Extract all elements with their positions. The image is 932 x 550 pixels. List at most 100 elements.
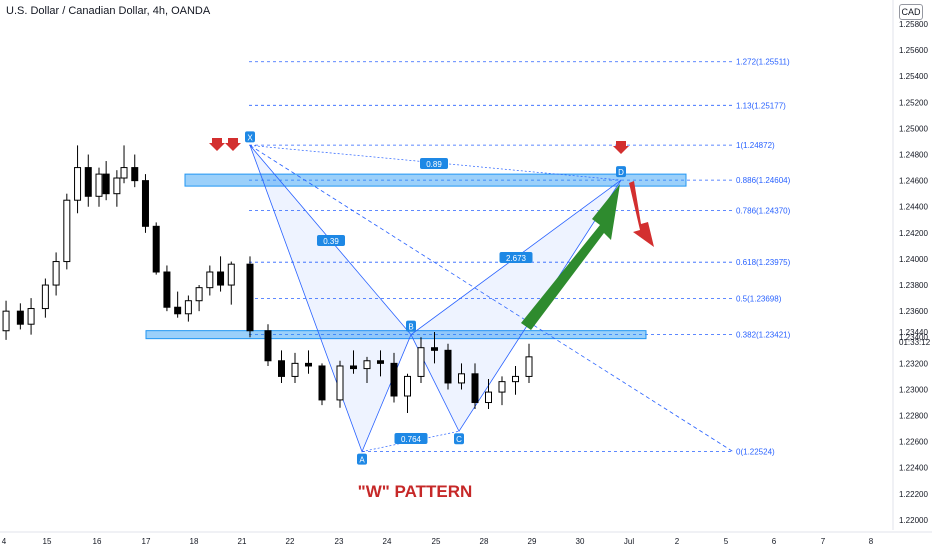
candle-body — [195, 287, 203, 302]
y-tick-label: 1.23200 — [899, 359, 928, 368]
candle-body — [498, 381, 506, 393]
candle-body — [141, 180, 149, 227]
candle-body — [336, 365, 344, 401]
fib-label: 1.272(1.25511) — [736, 58, 790, 67]
candle-body — [27, 308, 35, 325]
x-tick-label: 17 — [142, 537, 151, 546]
y-tick-label: 1.25600 — [899, 46, 928, 55]
y-tick-label: 1.24800 — [899, 151, 928, 160]
pattern-point-c: C — [456, 435, 462, 444]
green-up-arrow — [521, 184, 620, 330]
candle-body — [16, 310, 24, 325]
candle-body — [74, 167, 82, 201]
candle-body — [84, 167, 92, 197]
ratio-label: 2.673 — [506, 254, 527, 263]
candle-body — [131, 167, 139, 182]
fib-label: 0.786(1.24370) — [736, 207, 791, 216]
x-tick-label: 5 — [724, 537, 729, 546]
pattern-annotation: "W" PATTERN — [358, 482, 473, 501]
support-zone — [145, 330, 647, 340]
x-tick-label: 21 — [238, 537, 247, 546]
fib-label: 0(1.22524) — [736, 448, 775, 457]
candle-body — [246, 263, 254, 332]
candle-body — [404, 375, 411, 397]
candle-body — [113, 177, 121, 195]
candle-body — [471, 373, 479, 404]
current-price-label: 1.23440 — [899, 328, 928, 337]
trend-line — [249, 145, 734, 452]
x-tick-label: 8 — [869, 537, 874, 546]
candle-body — [458, 373, 465, 384]
candle-body — [227, 263, 235, 286]
pattern-labels: X A B C D 0.39 0.764 2.673 0.89 — [245, 131, 626, 465]
candle-body — [350, 365, 357, 370]
pattern-point-b-marker — [406, 320, 416, 332]
y-tick-label: 1.22200 — [899, 490, 928, 499]
x-tick-label: 4 — [2, 537, 7, 546]
candles — [2, 145, 533, 413]
y-tick-label: 1.25200 — [899, 98, 928, 107]
candle-body — [102, 173, 110, 195]
arrows — [209, 138, 654, 330]
x-tick-label: 7 — [821, 537, 826, 546]
x-tick-label: 29 — [528, 537, 537, 546]
x-tick-label: Jul — [624, 537, 634, 546]
x-tick-label: 16 — [93, 537, 102, 546]
candle-body — [512, 375, 519, 383]
candle-body — [417, 347, 425, 377]
y-tick-label: 1.24000 — [899, 255, 928, 264]
x-tick-label: 2 — [675, 537, 680, 546]
pattern-point-d-marker — [616, 166, 626, 178]
ratio-badge — [317, 235, 345, 246]
ratio-label: 0.39 — [323, 237, 339, 246]
y-tick-label: 1.23000 — [899, 385, 928, 394]
pattern-point-a: A — [359, 456, 365, 465]
fib-label: 0.618(1.23975) — [736, 258, 791, 267]
y-tick-label: 1.24200 — [899, 229, 928, 238]
x-tick-label: 30 — [576, 537, 585, 546]
x-tick-label: 25 — [432, 537, 441, 546]
y-tick-label: 1.23400 — [899, 333, 928, 342]
resistance-zone — [184, 173, 687, 187]
pattern-point-x-marker — [245, 131, 255, 143]
candle-body — [152, 225, 160, 273]
pattern-point-a-marker — [357, 453, 367, 465]
red-down-arrow — [629, 181, 654, 247]
candle-body — [52, 261, 60, 286]
candle-body — [305, 362, 312, 367]
candle-body — [206, 271, 214, 289]
y-tick-label: 1.24400 — [899, 203, 928, 212]
pattern-point-d: D — [618, 168, 624, 177]
ratio-badge — [420, 158, 448, 169]
candle-body — [264, 330, 272, 362]
y-tick-label: 1.25400 — [899, 72, 928, 81]
currency-badge[interactable]: CAD — [899, 4, 923, 20]
red-marker-arrow — [613, 141, 629, 154]
red-marker-arrow — [209, 138, 225, 151]
candle-body — [174, 306, 182, 315]
candle-body — [163, 271, 171, 308]
y-tick-label: 1.22800 — [899, 412, 928, 421]
fib-label: 1(1.24872) — [736, 141, 775, 150]
candle-body — [363, 360, 371, 370]
candle-body — [318, 365, 326, 401]
y-tick-label: 1.22600 — [899, 438, 928, 447]
y-tick-label: 1.24600 — [899, 177, 928, 186]
fib-label: 1.13(1.25177) — [736, 101, 786, 110]
candle-body — [485, 391, 492, 404]
candle-body — [525, 356, 533, 377]
y-tick-label: 1.23800 — [899, 281, 928, 290]
x-tick-label: 22 — [286, 537, 295, 546]
ratio-badge — [499, 252, 533, 263]
chart-title: U.S. Dollar / Canadian Dollar, 4h, OANDA — [6, 5, 211, 17]
fib-label: 0.382(1.23421) — [736, 331, 791, 340]
y-tick-label: 1.25000 — [899, 124, 928, 133]
candle-body — [444, 349, 452, 384]
red-marker-arrow — [225, 138, 241, 151]
x-tick-label: 15 — [43, 537, 52, 546]
pattern-point-b: B — [408, 323, 413, 332]
candle-body — [41, 284, 49, 310]
ratio-label: 0.764 — [401, 435, 422, 444]
candle-body — [2, 310, 10, 332]
